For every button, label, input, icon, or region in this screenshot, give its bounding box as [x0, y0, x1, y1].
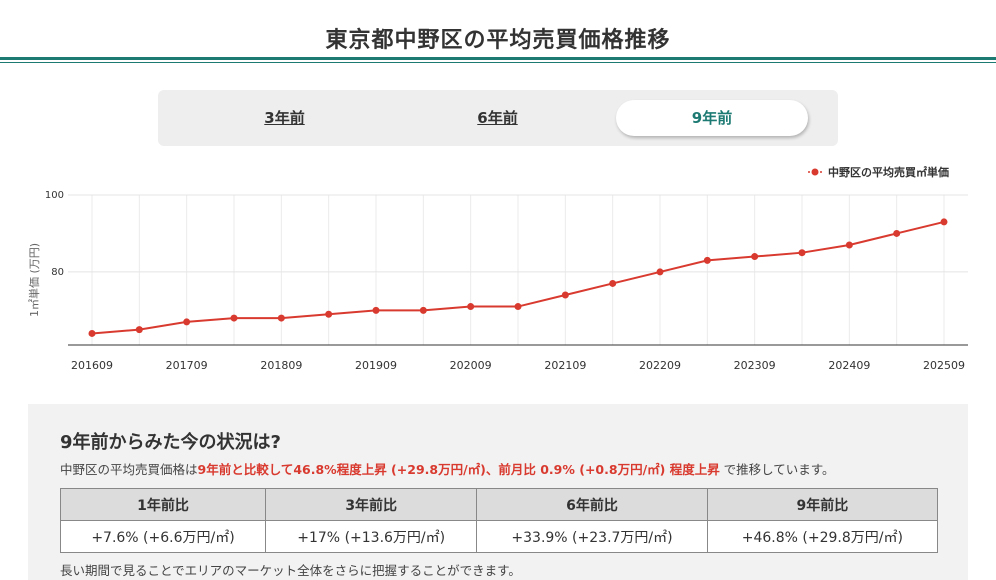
y-axis-label: 1㎡単価 (万円) [27, 243, 41, 317]
data-point [940, 218, 948, 226]
x-tick-label: 202009 [450, 359, 492, 372]
data-point [514, 303, 522, 311]
data-point [88, 329, 96, 337]
legend-label: 中野区の平均売買㎡単価 [828, 165, 949, 179]
x-tick-label: 202509 [923, 359, 965, 372]
summary-heading: 9年前からみた今の状況は? [60, 432, 281, 453]
table-header-3y: 3年前比 [265, 488, 478, 521]
tab-6-years[interactable]: 6年前 [477, 109, 518, 127]
data-point [419, 306, 427, 314]
price-line-chart: 80 100 201609 201709 201809 201909 202009 20210… [27, 165, 968, 372]
data-point [467, 303, 475, 311]
y-tick-label: 80 [51, 267, 64, 278]
page-title: 東京都中野区の平均売買価格推移 [325, 28, 671, 53]
x-tick-label: 201809 [260, 359, 302, 372]
y-tick-label: 100 [45, 190, 64, 201]
table-header-9y: 9年前比 [706, 488, 939, 521]
data-point [325, 310, 333, 318]
tab-3-years[interactable]: 3年前 [264, 109, 305, 127]
data-point [751, 253, 759, 261]
data-point [277, 314, 285, 322]
data-point [893, 229, 901, 237]
summary-note: 長い期間で見ることでエリアのマーケット全体をさらに把握することができます。 [60, 563, 521, 578]
x-tick-label: 202309 [734, 359, 776, 372]
legend-marker [811, 168, 819, 176]
x-tick-label: 201709 [166, 359, 208, 372]
table-cell-9y: +46.8% (+29.8万円/㎡) [706, 520, 939, 553]
x-tick-label: 202109 [544, 359, 586, 372]
comparison-table: 1年前比 3年前比 6年前比 9年前比 +7.6% (+6.6万円/㎡) +17… [59, 488, 939, 553]
table-cell-6y: +33.9% (+23.7万円/㎡) [476, 520, 708, 553]
data-point [372, 306, 380, 314]
x-tick-label: 202209 [639, 359, 681, 372]
data-point [135, 326, 143, 334]
table-cell-3y: +17% (+13.6万円/㎡) [265, 520, 478, 553]
data-point [183, 318, 191, 326]
period-tab-bar: 3年前 6年前 9年前 [158, 90, 838, 146]
data-point [703, 256, 711, 264]
summary-panel: 9年前からみた今の状況は? 中野区の平均売買価格は9年前と比較して46.8%程度… [28, 404, 968, 580]
x-tick-label: 202409 [828, 359, 870, 372]
summary-text: 中野区の平均売買価格は9年前と比較して46.8%程度上昇 (+29.8万円/㎡)… [60, 459, 835, 478]
table-row: +7.6% (+6.6万円/㎡) +17% (+13.6万円/㎡) +33.9%… [59, 520, 939, 553]
x-tick-label: 201909 [355, 359, 397, 372]
data-point [230, 314, 238, 322]
summary-highlight: 9年前と比較して46.8%程度上昇 (+29.8万円/㎡)、前月比 0.9% (… [197, 462, 720, 477]
x-tick-label: 201609 [71, 359, 113, 372]
summary-text-prefix: 中野区の平均売買価格は [60, 462, 198, 477]
data-point [609, 279, 617, 287]
data-point [845, 241, 853, 249]
table-header-1y: 1年前比 [59, 488, 267, 521]
tab-9-years[interactable]: 9年前 [616, 100, 808, 136]
table-header-6y: 6年前比 [476, 488, 708, 521]
summary-text-suffix: で推移しています。 [719, 462, 835, 477]
title-divider [0, 57, 996, 60]
table-header-row: 1年前比 3年前比 6年前比 9年前比 [59, 488, 939, 521]
data-point [561, 291, 569, 299]
table-cell-1y: +7.6% (+6.6万円/㎡) [59, 520, 267, 553]
title-divider-thin [0, 62, 996, 63]
data-point [798, 249, 806, 257]
data-point [656, 268, 664, 276]
